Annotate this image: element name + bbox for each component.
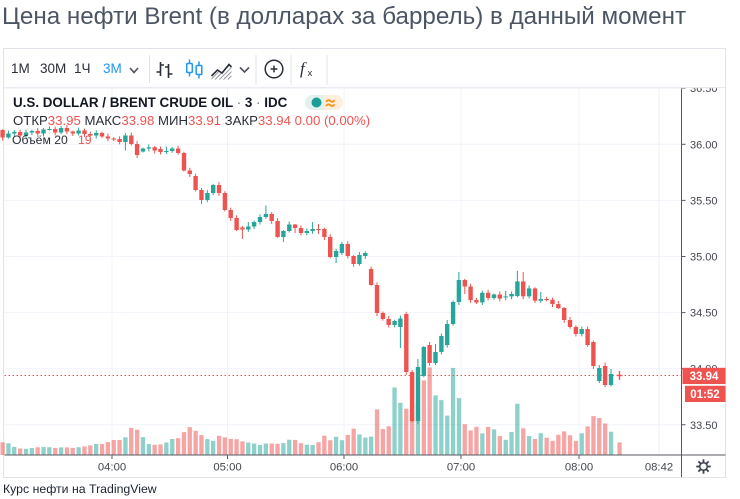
svg-text:08:42: 08:42: [645, 462, 673, 474]
svg-text:35.50: 35.50: [690, 195, 718, 207]
svg-text:f: f: [300, 59, 307, 78]
svg-text:33.50: 33.50: [690, 420, 718, 432]
svg-text:06:00: 06:00: [330, 462, 358, 474]
svg-text:35.00: 35.00: [690, 252, 718, 264]
svg-text:05:00: 05:00: [213, 462, 241, 474]
svg-text:33.94: 33.94: [690, 371, 719, 383]
svg-text:04:00: 04:00: [98, 462, 126, 474]
svg-text:08:00: 08:00: [565, 462, 593, 474]
svg-text:x: x: [308, 68, 313, 79]
svg-text:34.50: 34.50: [690, 308, 718, 320]
svg-text:07:00: 07:00: [447, 462, 475, 474]
svg-text:36.00: 36.00: [690, 139, 718, 151]
svg-text:01:52: 01:52: [690, 389, 719, 401]
svg-text:36.50: 36.50: [690, 83, 718, 95]
